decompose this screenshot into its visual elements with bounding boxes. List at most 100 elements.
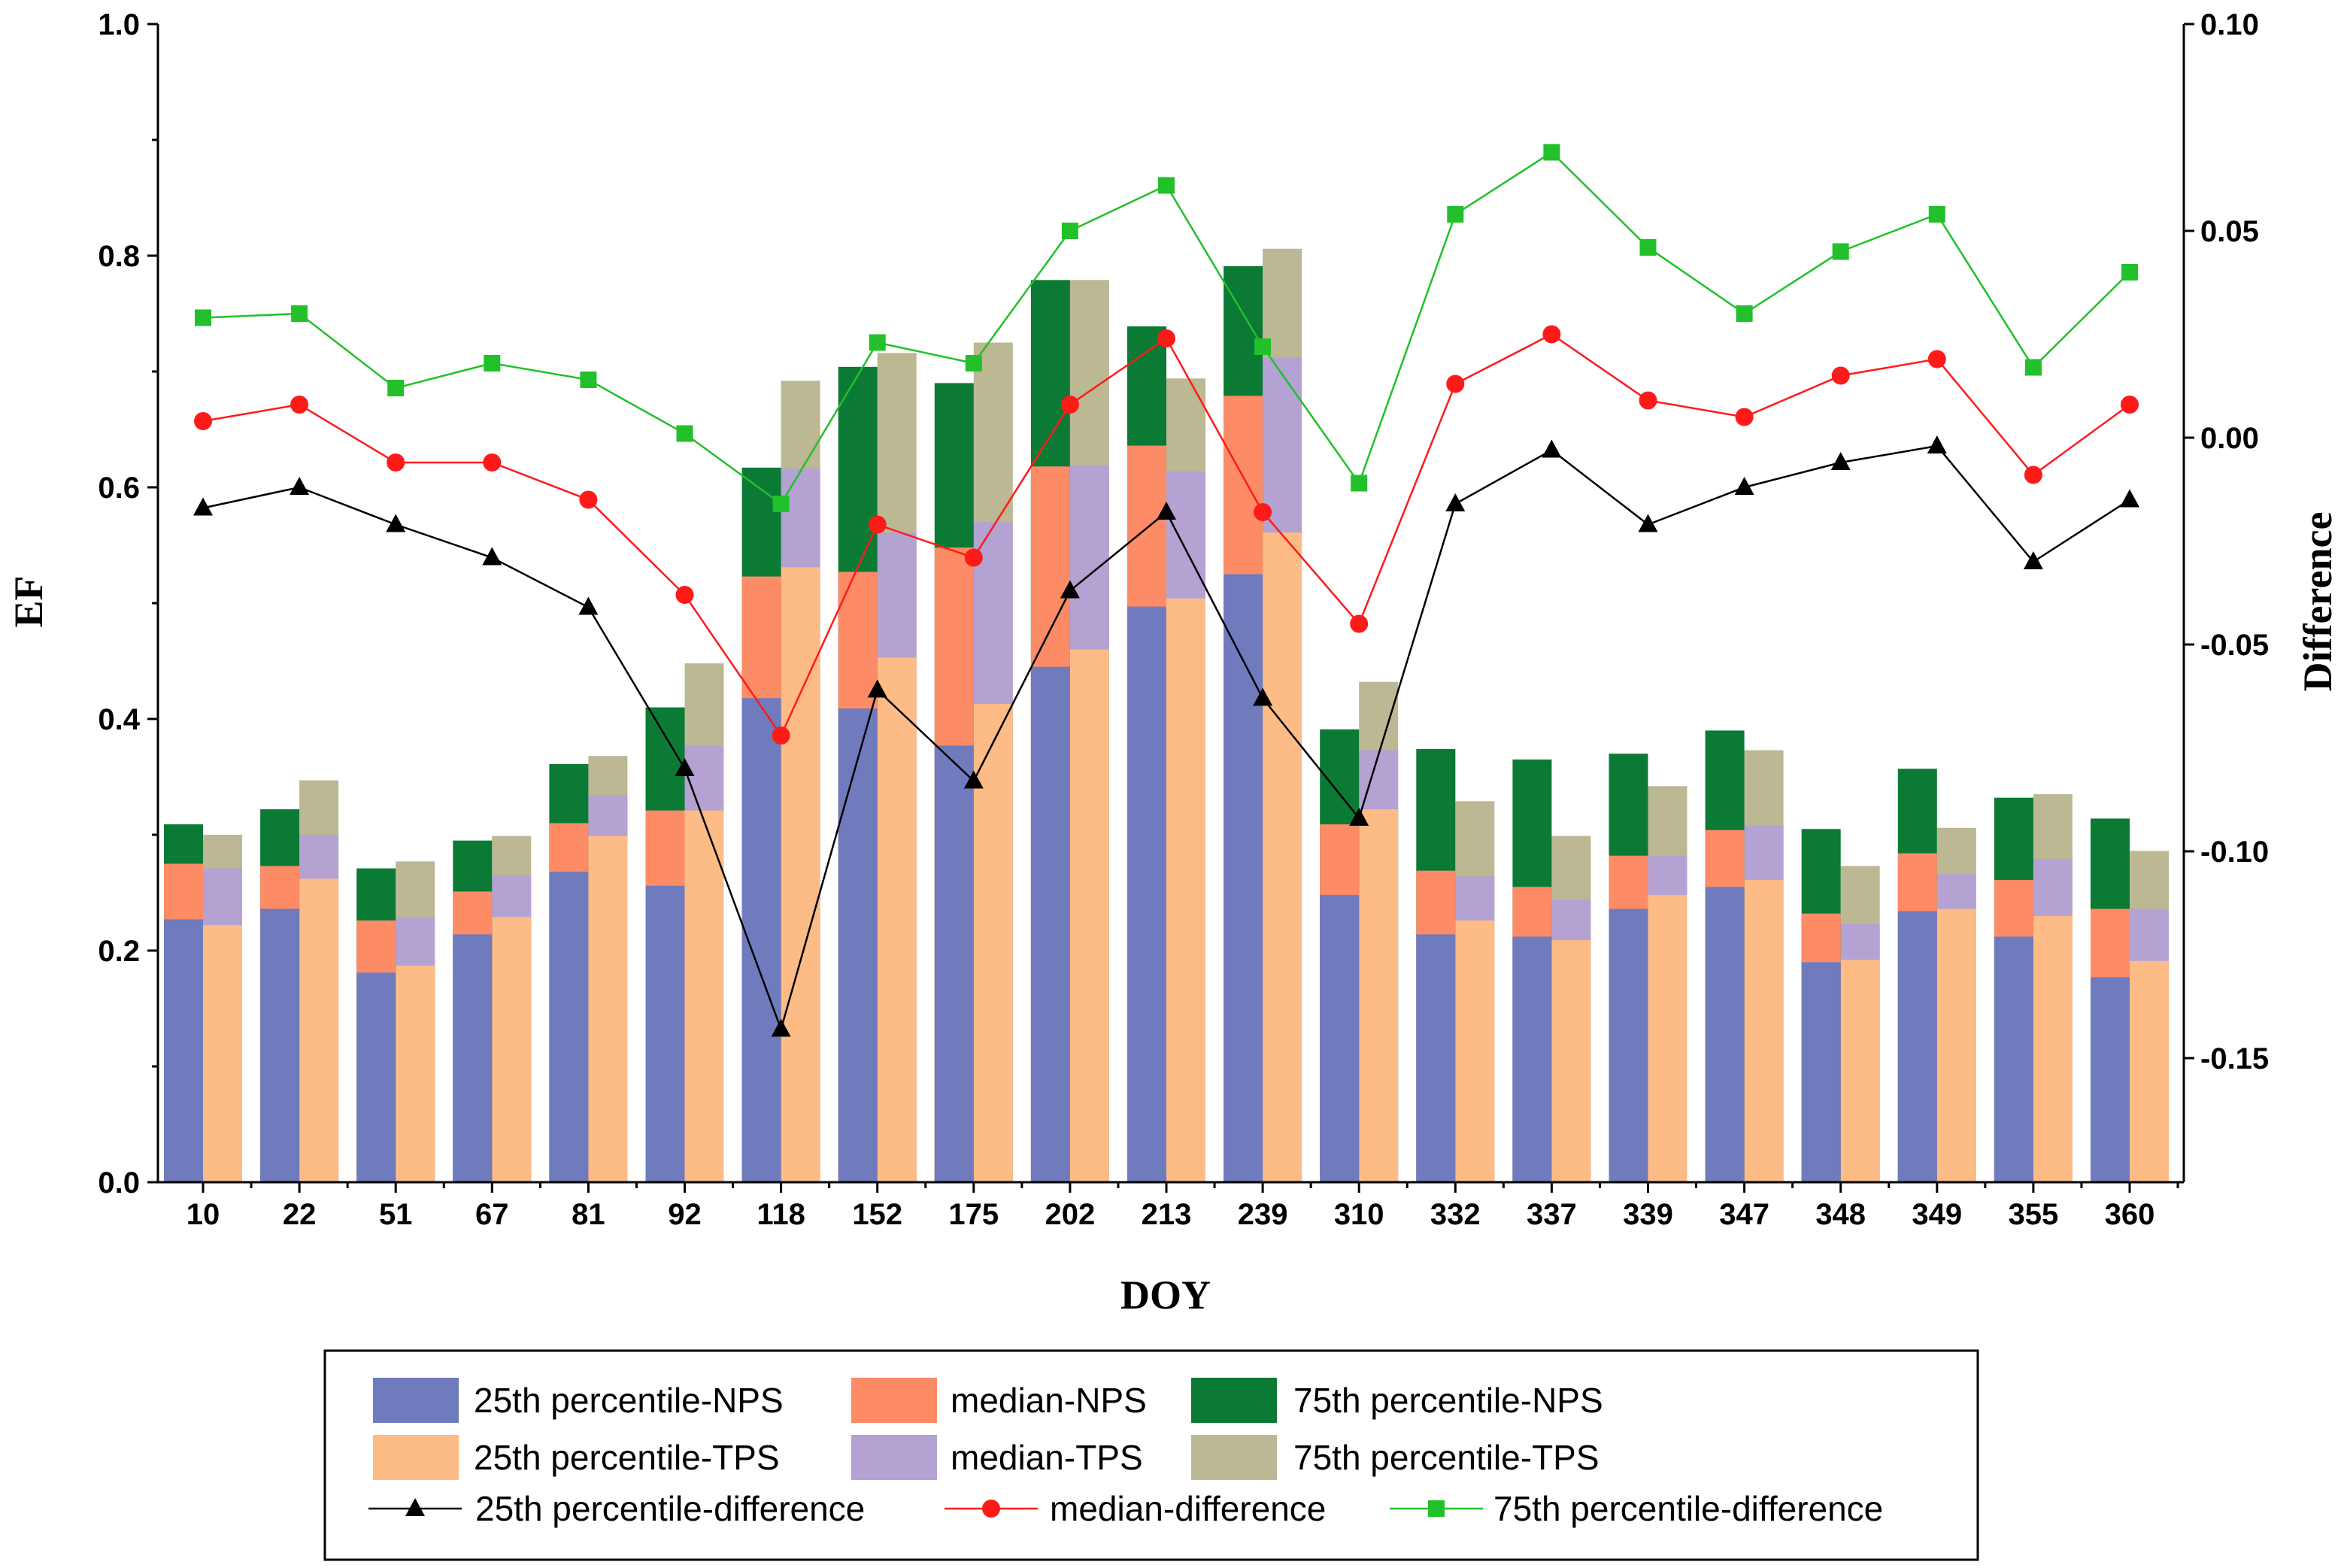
bar-25th-percentile-nps xyxy=(1320,895,1360,1182)
bar-25th-percentile-tps xyxy=(1744,880,1784,1182)
bar-25th-percentile-tps xyxy=(877,657,917,1182)
legend-marker-triangle xyxy=(405,1498,425,1516)
x-tick-label: 213 xyxy=(1142,1198,1192,1231)
point-triangle xyxy=(675,758,695,776)
x-tick-label: 118 xyxy=(757,1198,805,1231)
bar-25th-percentile-nps xyxy=(1801,962,1841,1182)
bar-25th-percentile-nps xyxy=(1224,574,1263,1182)
x-tick-label: 355 xyxy=(2009,1198,2059,1231)
bar-25th-percentile-tps xyxy=(1936,908,1976,1182)
bar-25th-percentile-tps xyxy=(1263,532,1302,1182)
point-triangle xyxy=(1927,435,1947,453)
axes: 0.0 0.2 0.4 0.6 0.8 1.0 -0.15 -0.10 -0.05 0.00 0.0… xyxy=(98,8,2269,1231)
point-triangle xyxy=(1445,493,1466,511)
x-tick-label: 349 xyxy=(1912,1198,1962,1231)
bar-25th-percentile-nps xyxy=(1994,936,2033,1182)
x-tick-label: 337 xyxy=(1527,1198,1577,1231)
x-tick-label: 239 xyxy=(1238,1198,1288,1231)
point-square xyxy=(1351,475,1368,492)
bar-25th-percentile-tps xyxy=(1551,940,1591,1182)
bar-25th-percentile-tps xyxy=(396,966,435,1182)
point-triangle xyxy=(1060,580,1080,599)
point-triangle xyxy=(771,1018,791,1037)
bar-25th-percentile-tps xyxy=(1455,920,1495,1182)
point-square xyxy=(2024,359,2042,376)
y2-tick-label: 0.10 xyxy=(2200,8,2259,41)
x-tick-label: 310 xyxy=(1334,1198,1384,1231)
x-tick-label: 360 xyxy=(2105,1198,2155,1231)
point-square xyxy=(1928,206,1945,223)
y2-tick-label: -0.15 xyxy=(2200,1042,2269,1075)
point-triangle xyxy=(963,770,984,789)
x-tick-label: 202 xyxy=(1045,1198,1096,1231)
bar-25th-percentile-nps xyxy=(549,872,589,1182)
point-triangle xyxy=(578,596,599,615)
x-tick-label: 10 xyxy=(186,1198,220,1231)
x-tick-label: 152 xyxy=(852,1198,902,1231)
point-circle xyxy=(1927,350,1946,368)
point-circle xyxy=(1542,325,1561,344)
y-tick-label: 0.6 xyxy=(98,472,140,505)
bar-25th-percentile-nps xyxy=(2091,977,2130,1182)
bar-25th-percentile-tps xyxy=(588,836,628,1182)
point-circle xyxy=(290,396,309,414)
legend-label: median-TPS xyxy=(951,1438,1143,1477)
x-tick-label: 67 xyxy=(475,1198,509,1231)
point-square xyxy=(387,380,405,396)
bar-25th-percentile-nps xyxy=(838,708,878,1182)
point-triangle xyxy=(193,497,213,516)
y-axis-title: EF xyxy=(6,575,51,627)
y2-tick-label: -0.10 xyxy=(2200,836,2269,869)
bar-25th-percentile-tps xyxy=(1069,649,1109,1182)
legend-marker-square xyxy=(1428,1500,1445,1517)
point-circle xyxy=(194,412,212,430)
bar-25th-percentile-nps xyxy=(1030,666,1070,1182)
point-triangle xyxy=(1638,514,1658,532)
point-circle xyxy=(1254,503,1272,521)
point-triangle xyxy=(1542,439,1562,458)
bar-25th-percentile-tps xyxy=(492,917,532,1182)
point-square xyxy=(772,496,790,512)
x-tick-label: 339 xyxy=(1623,1198,1673,1231)
y2-tick-label: -0.05 xyxy=(2200,629,2269,662)
legend-label: 75th percentile-NPS xyxy=(1293,1381,1603,1420)
bar-25th-percentile-nps xyxy=(164,919,203,1182)
bar-25th-percentile-nps xyxy=(260,908,300,1182)
legend-label: 25th percentile-NPS xyxy=(474,1381,784,1420)
point-square xyxy=(1639,239,1657,256)
x-tick-label: 348 xyxy=(1815,1198,1866,1231)
bar-25th-percentile-tps xyxy=(203,925,242,1182)
point-triangle xyxy=(2120,489,2139,508)
bar-25th-percentile-nps xyxy=(1609,908,1648,1182)
point-circle xyxy=(1157,329,1175,347)
bar-25th-percentile-nps xyxy=(453,934,493,1182)
point-triangle xyxy=(1349,808,1369,826)
point-circle xyxy=(387,453,405,472)
point-triangle xyxy=(482,547,502,566)
bar-25th-percentile-nps xyxy=(1512,936,1552,1182)
y-tick-label: 0.2 xyxy=(98,935,140,968)
x-axis-title: DOY xyxy=(1120,1272,1211,1318)
legend-swatch xyxy=(851,1435,937,1480)
bar-25th-percentile-tps xyxy=(1648,895,1687,1182)
bar-25th-percentile-tps xyxy=(2130,960,2169,1182)
point-triangle xyxy=(290,477,310,495)
point-circle xyxy=(483,453,502,472)
point-square xyxy=(965,355,982,372)
point-square xyxy=(195,309,211,326)
point-square xyxy=(1832,243,1849,260)
point-circle xyxy=(772,726,790,745)
point-square xyxy=(2121,264,2138,281)
legend-swatch xyxy=(1191,1435,1277,1480)
bar-25th-percentile-nps xyxy=(1705,887,1745,1182)
point-circle xyxy=(2121,396,2139,414)
point-circle xyxy=(868,515,887,534)
bar-25th-percentile-tps xyxy=(684,810,724,1182)
point-circle xyxy=(675,586,694,604)
point-triangle xyxy=(1157,502,1176,520)
y2-tick-label: 0.05 xyxy=(2200,215,2259,248)
x-tick-label: 92 xyxy=(668,1198,702,1231)
y-tick-label: 0.8 xyxy=(98,240,140,273)
x-tick-label: 332 xyxy=(1430,1198,1481,1231)
